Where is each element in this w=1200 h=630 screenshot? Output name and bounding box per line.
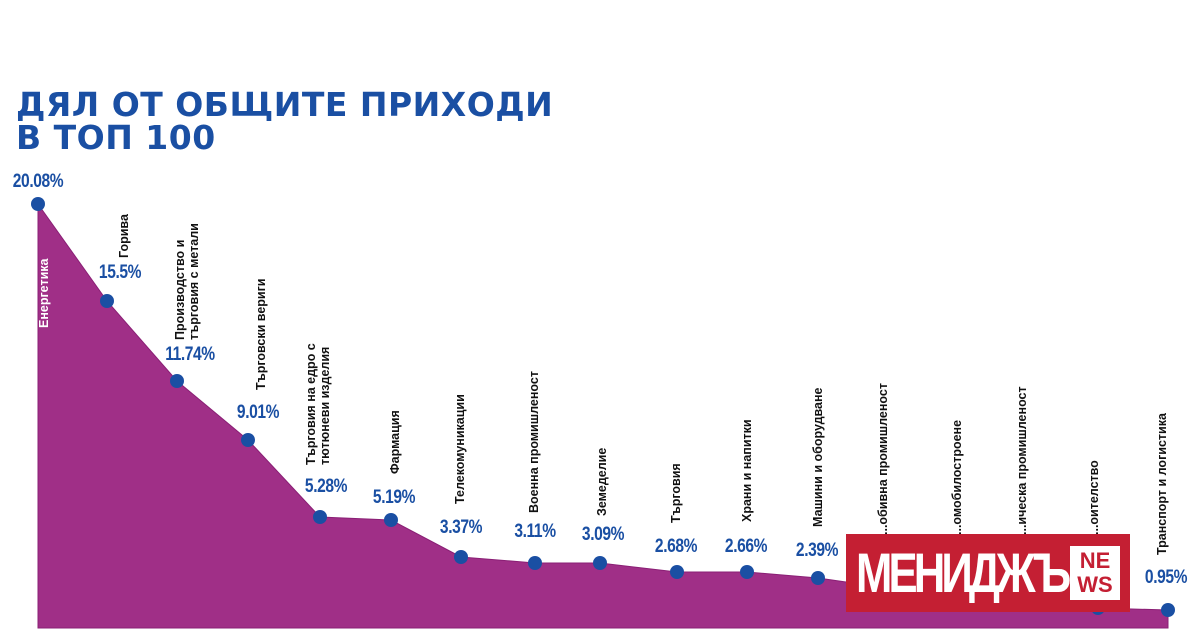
category-label: Телекомуникации	[453, 394, 467, 504]
category-label: Производство и търговия с метали	[173, 223, 201, 340]
value-label: 15.5%	[98, 262, 142, 283]
category-label: Храни и напитки	[740, 419, 754, 522]
value-label: 5.19%	[372, 487, 416, 508]
value-label: 2.39%	[795, 540, 839, 561]
marker-defense	[528, 556, 542, 570]
category-label: Военна промишленост	[527, 371, 541, 513]
value-label: 5.28%	[304, 476, 348, 497]
chart-title-line-1: ДЯЛ ОТ ОБЩИТЕ ПРИХОДИ	[16, 85, 554, 124]
value-label: 2.66%	[724, 536, 768, 557]
value-label: 9.01%	[236, 402, 280, 423]
marker-machinery	[811, 571, 825, 585]
marker-telecom	[454, 550, 468, 564]
marker-food-drinks	[740, 565, 754, 579]
marker-retail-chains	[241, 433, 255, 447]
category-label: Горива	[117, 214, 131, 258]
value-label: 2.68%	[654, 536, 698, 557]
category-label-text: Търговия на едро с тютюневи изделия	[304, 343, 332, 465]
value-label: 3.37%	[439, 517, 483, 538]
marker-transport	[1161, 603, 1175, 617]
value-label: 3.11%	[514, 521, 556, 542]
marker-agriculture	[593, 556, 607, 570]
marker-tobacco-wholesale	[313, 510, 327, 524]
value-label: 20.08%	[12, 171, 64, 192]
chart-title: ДЯЛ ОТ ОБЩИТЕ ПРИХОДИ В ТОП 100	[16, 88, 553, 154]
category-label: Енергетика	[37, 258, 51, 328]
category-label: Търговски вериги	[254, 278, 268, 390]
logo-news-badge: NE WS	[1070, 546, 1120, 600]
logo-news-bottom: WS	[1077, 572, 1113, 597]
category-label: Транспорт и логистика	[1155, 413, 1169, 555]
logo-wordmark: МЕНИДЖЪР.	[856, 541, 1098, 604]
category-label: ...оителство	[1087, 460, 1101, 535]
category-label: ...обивна промишленост	[876, 383, 890, 535]
value-label: 11.74%	[165, 344, 215, 365]
marker-trade	[670, 565, 684, 579]
category-label: Търговия на едро с тютюневи изделия	[304, 343, 332, 465]
value-label: 3.09%	[581, 524, 625, 545]
marker-pharmacy	[384, 513, 398, 527]
marker-energetika	[31, 197, 45, 211]
marker-metals	[170, 374, 184, 388]
logo-news-top: NE	[1079, 548, 1111, 573]
category-label: ...ическа промишленост	[1015, 386, 1029, 535]
chart-title-line-2: В ТОП 100	[16, 118, 216, 157]
manager-news-logo: МЕНИДЖЪР. NE WS	[846, 534, 1130, 612]
category-label: Фармация	[388, 410, 402, 474]
marker-goriva	[100, 294, 114, 308]
category-label: Търговия	[669, 463, 683, 523]
category-label: Земеделие	[595, 447, 609, 516]
value-label: 0.95%	[1144, 567, 1188, 588]
category-label: ...омобилостроене	[950, 419, 964, 535]
category-label-text: Производство и търговия с метали	[173, 223, 201, 340]
category-label: Машини и оборудване	[811, 387, 825, 528]
